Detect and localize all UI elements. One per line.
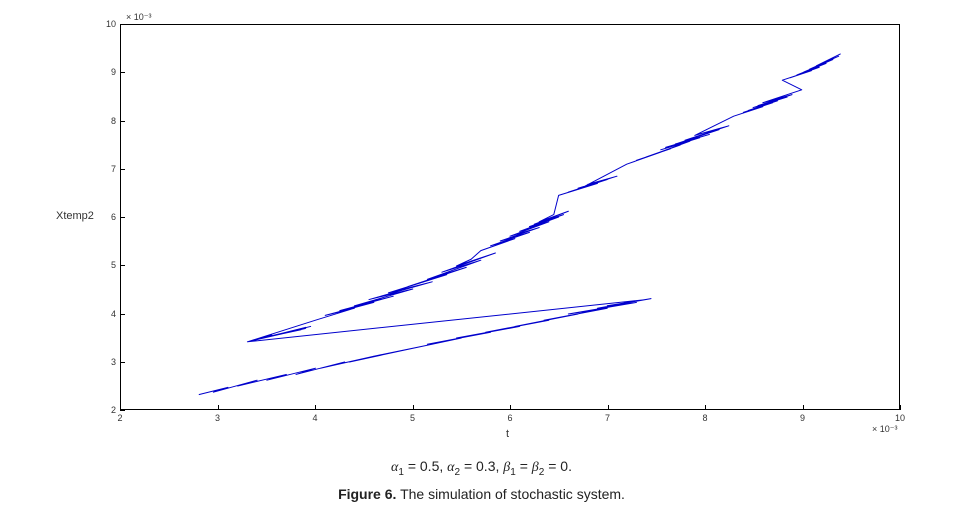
y-tick-mark [120, 265, 125, 266]
y-tick-mark [120, 72, 125, 73]
y-tick-mark [120, 217, 125, 218]
y-tick-mark [120, 410, 125, 411]
x-tick-mark [900, 405, 901, 410]
y-tick-label: 9 [96, 67, 116, 77]
y-tick-label: 7 [96, 164, 116, 174]
figure-caption-text: The simulation of stochastic system. [400, 486, 625, 502]
y-tick-mark [120, 24, 125, 25]
x-tick-label: 7 [605, 413, 610, 423]
plot-area [120, 24, 900, 410]
x-exponent-label: × 10⁻³ [872, 424, 898, 435]
x-tick-label: 4 [312, 413, 317, 423]
x-tick-mark [608, 405, 609, 410]
x-tick-mark [413, 405, 414, 410]
series-line [121, 25, 899, 409]
x-tick-mark [510, 405, 511, 410]
y-tick-mark [120, 362, 125, 363]
y-tick-label: 10 [96, 19, 116, 29]
y-exponent-label: × 10⁻³ [126, 12, 152, 23]
x-tick-mark [803, 405, 804, 410]
x-tick-label: 10 [895, 413, 905, 423]
x-tick-mark [315, 405, 316, 410]
y-axis-label: Xtemp2 [56, 210, 94, 222]
x-tick-label: 8 [702, 413, 707, 423]
x-tick-label: 3 [215, 413, 220, 423]
caption-parameters: α1 = 0.5, α2 = 0.3, β1 = β2 = 0. [0, 458, 963, 478]
y-tick-mark [120, 169, 125, 170]
x-axis-label: t [506, 428, 509, 440]
y-tick-label: 3 [96, 357, 116, 367]
x-tick-label: 5 [410, 413, 415, 423]
figure-container: × 10⁻³ Xtemp2 × 10⁻³ t α1 = 0.5, α2 = 0.… [0, 0, 963, 520]
caption-figure: Figure 6. The simulation of stochastic s… [0, 486, 963, 502]
y-tick-mark [120, 314, 125, 315]
stochastic-trajectory [199, 54, 841, 395]
y-tick-label: 2 [96, 405, 116, 415]
x-tick-mark [705, 405, 706, 410]
y-tick-label: 5 [96, 260, 116, 270]
y-tick-label: 6 [96, 212, 116, 222]
y-tick-label: 4 [96, 309, 116, 319]
figure-number: Figure 6. [338, 486, 396, 502]
x-tick-label: 2 [117, 413, 122, 423]
x-tick-mark [218, 405, 219, 410]
x-tick-label: 9 [800, 413, 805, 423]
x-tick-label: 6 [507, 413, 512, 423]
y-tick-label: 8 [96, 116, 116, 126]
y-tick-mark [120, 121, 125, 122]
